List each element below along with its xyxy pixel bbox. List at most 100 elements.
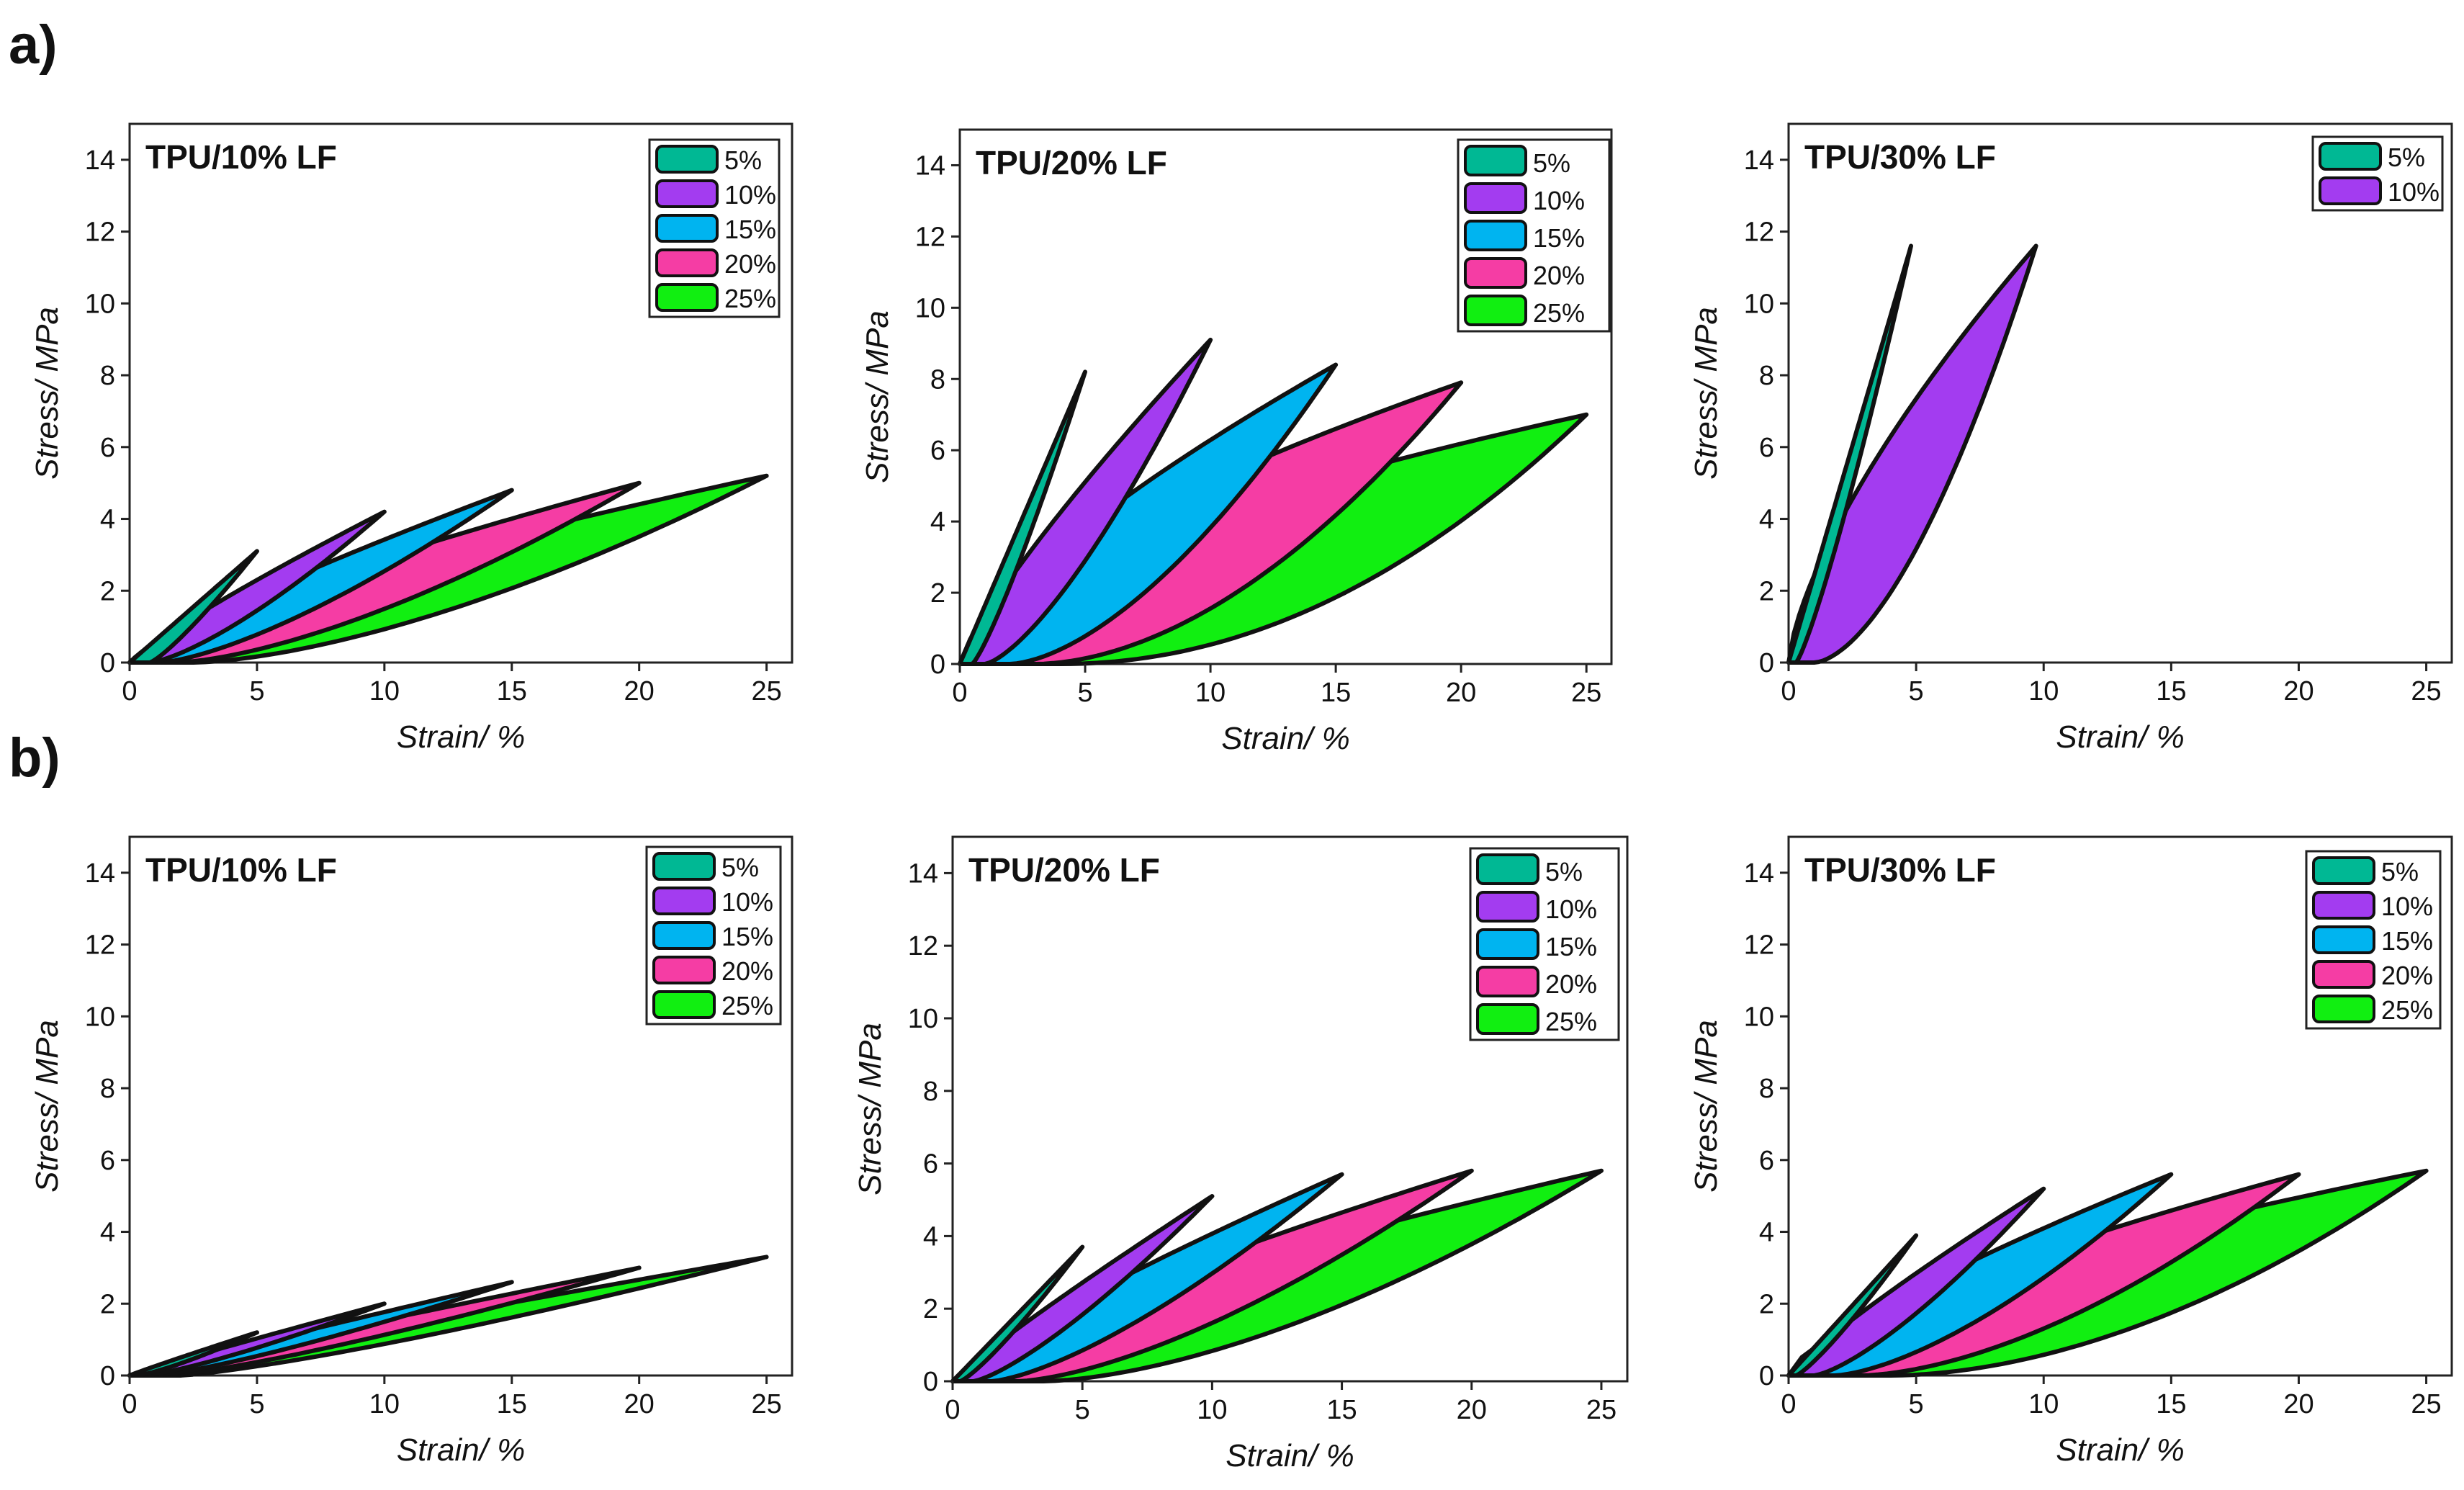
loop-5pct — [1786, 243, 1913, 665]
legend-swatch-5pct — [652, 852, 716, 881]
x-tick-label: 20 — [624, 1389, 655, 1419]
legend-label-20pct: 20% — [2381, 961, 2433, 990]
y-tick-label: 0 — [930, 650, 945, 680]
legend-label-5pct: 5% — [2388, 143, 2425, 172]
loop-5pct — [950, 1244, 1085, 1383]
legend-swatch-15pct — [655, 214, 719, 243]
y-tick-label: 2 — [100, 576, 115, 606]
legend-swatch-20pct — [652, 956, 716, 984]
legend-swatch-25pct — [1476, 1003, 1539, 1035]
y-tick-label: 0 — [923, 1367, 938, 1397]
x-tick-label: 15 — [2156, 1389, 2186, 1419]
y-tick-label: 10 — [1744, 289, 1774, 319]
chart-b-1: 0 2 4 6 8 10 12 14 0 5 10 15 20 25 Strain/ % Stress/ MP… — [30, 835, 793, 1468]
legend-label-15pct: 15% — [2381, 926, 2433, 956]
legend-swatch-10pct — [652, 887, 716, 915]
x-tick-label: 10 — [2028, 1389, 2059, 1419]
x-tick-label: 25 — [1586, 1395, 1617, 1425]
x-axis-label: Strain/ % — [2056, 719, 2185, 755]
chart-title: TPU/30% LF — [1804, 851, 1996, 889]
y-tick-label: 0 — [1759, 1361, 1774, 1391]
chart-title: TPU/10% LF — [145, 851, 337, 889]
y-tick-label: 0 — [100, 1361, 115, 1391]
x-axis-label: Strain/ % — [1221, 721, 1350, 756]
x-tick-label: 15 — [497, 1389, 527, 1419]
chart-b-2: 0 2 4 6 8 10 12 14 0 5 10 15 20 25 Strain/ % Stress/ MP… — [853, 835, 1629, 1473]
y-axis-label: Stress/ MPa — [853, 1023, 888, 1195]
x-tick-label: 0 — [122, 1389, 137, 1419]
x-tick-label: 5 — [1075, 1395, 1090, 1425]
x-axis-label: Strain/ % — [397, 1432, 526, 1468]
x-tick-label: 10 — [369, 676, 400, 706]
y-tick-label: 12 — [1744, 930, 1774, 961]
x-tick-label: 5 — [249, 1389, 264, 1419]
legend-label-5pct: 5% — [724, 145, 762, 175]
x-tick-label: 25 — [751, 676, 781, 706]
x-tick-label: 10 — [1197, 1395, 1227, 1425]
legend-label-5pct: 5% — [1545, 857, 1583, 887]
y-tick-label: 8 — [1759, 1074, 1774, 1104]
y-tick-label: 4 — [1759, 505, 1774, 535]
loop-5pct — [958, 369, 1087, 666]
x-tick-label: 15 — [1326, 1395, 1357, 1425]
x-tick-label: 20 — [1446, 678, 1476, 708]
x-tick-label: 15 — [497, 676, 527, 706]
loop-10pct — [958, 337, 1213, 666]
panel-label-a: a) — [9, 14, 58, 76]
y-tick-label: 14 — [85, 145, 115, 176]
x-tick-label: 0 — [952, 678, 967, 708]
y-tick-label: 8 — [100, 1074, 115, 1104]
legend-swatch-5pct — [2319, 142, 2382, 171]
legend-swatch-10pct — [2319, 176, 2382, 205]
legend-label-5pct: 5% — [1533, 148, 1570, 178]
chart-title: TPU/20% LF — [968, 851, 1160, 889]
x-tick-label: 25 — [2411, 676, 2441, 706]
legend-label-5pct: 5% — [2381, 857, 2419, 887]
legend-swatch-15pct — [652, 921, 716, 950]
y-tick-label: 8 — [1759, 361, 1774, 391]
legend-swatch-5pct — [1464, 145, 1527, 176]
legend-swatch-15pct — [1476, 928, 1539, 960]
x-tick-label: 0 — [1781, 1389, 1796, 1419]
x-tick-label: 20 — [624, 676, 655, 706]
chart-a-1: 0 2 4 6 8 10 12 14 0 5 10 15 20 25 Strain/ % Stress/ MP… — [30, 122, 793, 755]
x-tick-label: 15 — [2156, 676, 2186, 706]
panel-label-b: b) — [9, 727, 60, 789]
legend-label-20pct: 20% — [724, 249, 776, 279]
y-tick-label: 2 — [1759, 576, 1774, 606]
y-tick-label: 6 — [1759, 433, 1774, 463]
y-axis-label: Stress/ MPa — [30, 1020, 65, 1193]
x-axis-label: Strain/ % — [397, 719, 526, 755]
legend-swatch-25pct — [652, 990, 716, 1019]
y-tick-label: 6 — [923, 1149, 938, 1180]
x-tick-label: 5 — [1909, 676, 1924, 706]
y-tick-label: 2 — [923, 1294, 938, 1324]
y-tick-label: 14 — [85, 858, 115, 889]
y-tick-label: 12 — [85, 930, 115, 961]
legend-label-10pct: 10% — [1545, 894, 1597, 924]
chart-title: TPU/10% LF — [145, 138, 337, 176]
loop-10pct — [950, 1194, 1215, 1383]
x-tick-label: 25 — [1571, 678, 1601, 708]
y-tick-label: 6 — [930, 436, 945, 466]
x-tick-label: 10 — [1195, 678, 1226, 708]
x-tick-label: 20 — [1457, 1395, 1487, 1425]
x-tick-label: 25 — [751, 1389, 781, 1419]
chart-title: TPU/30% LF — [1804, 138, 1996, 176]
y-tick-label: 14 — [915, 151, 945, 181]
y-tick-label: 4 — [1759, 1218, 1774, 1248]
y-tick-label: 14 — [1744, 145, 1774, 176]
x-tick-label: 10 — [2028, 676, 2059, 706]
y-tick-label: 4 — [100, 1218, 115, 1248]
x-tick-label: 5 — [1077, 678, 1092, 708]
legend-swatch-15pct — [2312, 925, 2375, 954]
legend-label-10pct: 10% — [2388, 177, 2440, 207]
legend-label-10pct: 10% — [1533, 186, 1585, 215]
y-tick-label: 12 — [1744, 217, 1774, 248]
x-tick-label: 0 — [122, 676, 137, 706]
legend-swatch-25pct — [2312, 995, 2375, 1023]
legend-swatch-5pct — [655, 145, 719, 174]
y-axis-label: Stress/ MPa — [1689, 307, 1724, 480]
